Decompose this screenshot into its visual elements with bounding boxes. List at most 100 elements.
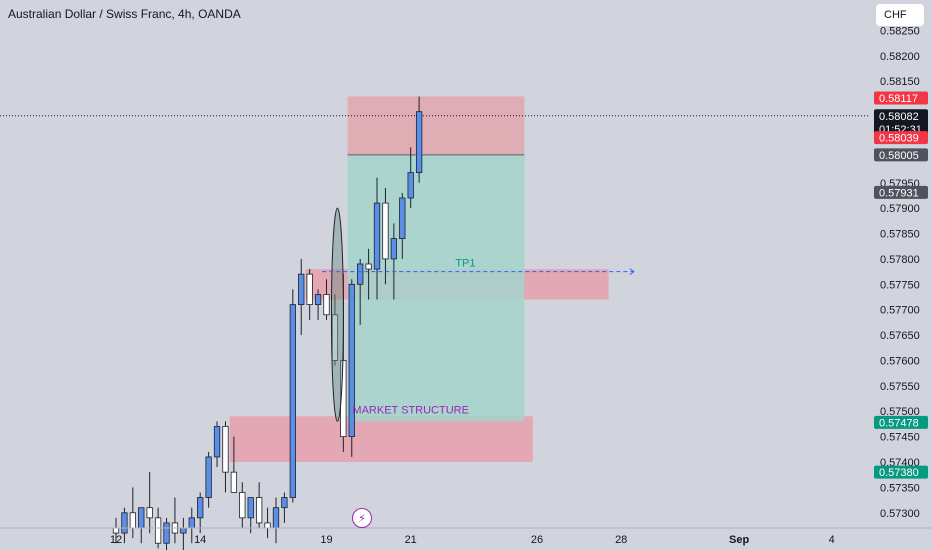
candle-body — [348, 283, 355, 438]
candle-body — [129, 512, 136, 529]
candle — [205, 451, 212, 508]
candle — [146, 472, 153, 534]
candle — [272, 497, 280, 544]
candle — [357, 258, 364, 325]
candle-body — [281, 497, 288, 509]
price-tick-label: 0.57300 — [880, 508, 920, 520]
candle — [298, 258, 305, 336]
candle-body — [239, 492, 246, 519]
price-tag — [874, 465, 928, 479]
price-tag-label: 0.58039 — [879, 133, 919, 145]
time-axis[interactable]: 12 14 19 21 26 28 Sep 4 — [0, 527, 932, 546]
price-tag-label: 0.57478 — [879, 417, 919, 429]
time-tick-label: 4 — [829, 534, 835, 546]
chart-title: Australian Dollar / Swiss Franc, 4h, OAN… — [8, 7, 241, 21]
candle-body — [415, 111, 423, 174]
price-tick-label: 0.58200 — [880, 51, 920, 63]
price-tag — [874, 131, 928, 145]
candle-body — [180, 527, 187, 534]
candle — [230, 436, 238, 493]
candle-body — [323, 294, 330, 316]
candle — [264, 507, 271, 539]
candle-body — [222, 426, 229, 473]
supply-demand-zone — [229, 416, 533, 462]
candle — [197, 492, 204, 534]
candle — [255, 482, 263, 528]
candle-body — [306, 273, 313, 306]
candle-body — [112, 527, 120, 534]
price-tick-label: 0.57500 — [880, 406, 920, 418]
time-tick-label: 26 — [531, 534, 543, 546]
candle — [171, 497, 179, 544]
price-tag — [874, 185, 928, 199]
candle — [247, 497, 254, 534]
candle-body — [146, 507, 153, 519]
candle-body — [390, 238, 398, 260]
price-tick-label: 0.57350 — [880, 482, 920, 494]
candle-body — [365, 263, 372, 270]
price-tick-label: 0.58150 — [880, 76, 920, 88]
candle-body — [399, 197, 406, 240]
candle — [323, 279, 330, 320]
candle — [222, 421, 229, 493]
price-tick-label: 0.57850 — [880, 229, 920, 241]
candle — [213, 421, 221, 468]
candle — [163, 517, 170, 550]
candle — [180, 517, 187, 550]
time-tick-label: Sep — [729, 534, 749, 546]
price-tick-label: 0.58250 — [880, 25, 920, 37]
take-profit-zone — [347, 154, 525, 422]
price-tag — [874, 415, 928, 429]
candle-body — [255, 497, 263, 524]
candle — [281, 492, 288, 523]
time-tick-label: 21 — [405, 534, 417, 546]
price-tag-label: 0.57380 — [879, 467, 919, 479]
price-tick-label: 0.57900 — [880, 203, 920, 215]
tradingview-logo-icon[interactable]: ⚡ — [352, 508, 372, 528]
candle-body — [289, 304, 296, 498]
candle-body — [357, 263, 364, 285]
price-tag — [874, 109, 928, 136]
candle-body — [230, 471, 238, 493]
candle-body — [213, 426, 221, 458]
candle-body — [314, 294, 322, 306]
candle-body — [163, 522, 170, 544]
candle — [314, 289, 322, 320]
candle-body — [382, 202, 389, 260]
candle — [306, 269, 313, 320]
time-tick-label: 28 — [615, 534, 627, 546]
time-tick-label: 14 — [194, 534, 206, 546]
candle-body — [373, 202, 381, 270]
candle — [289, 289, 296, 503]
price-tick-label: 0.57700 — [880, 305, 920, 317]
price-tag-label: 0.58005 — [879, 150, 919, 162]
stop-loss-zone — [347, 96, 525, 155]
price-tick-label: 0.57750 — [880, 279, 920, 291]
price-tags-layer: 0.581170.5808201:52:310.580390.580050.57… — [874, 91, 928, 479]
tp-arrow-icon — [629, 268, 635, 276]
candle-body — [121, 512, 128, 534]
candle-body — [188, 517, 195, 529]
currency-button[interactable]: CHF — [876, 4, 924, 26]
candle-body — [272, 507, 280, 529]
candle — [121, 507, 128, 544]
candle — [373, 177, 381, 300]
candle — [129, 487, 136, 539]
candle — [390, 223, 398, 300]
annotation-label: MARKET STRUCTURE — [352, 404, 469, 416]
candles-layer — [112, 96, 423, 550]
candle — [348, 279, 355, 457]
price-tag-label: 0.58082 — [879, 111, 919, 123]
candle — [415, 96, 423, 183]
candle-body — [331, 314, 339, 361]
candle-body — [197, 497, 204, 519]
candle — [399, 192, 406, 259]
candle-body — [264, 522, 271, 529]
position-layer — [0, 96, 868, 422]
candle-body — [247, 497, 254, 519]
candle-body — [205, 456, 212, 498]
highlight-ellipse — [330, 207, 344, 422]
annotation-label: TP1 — [455, 258, 475, 270]
price-tag — [874, 148, 928, 162]
